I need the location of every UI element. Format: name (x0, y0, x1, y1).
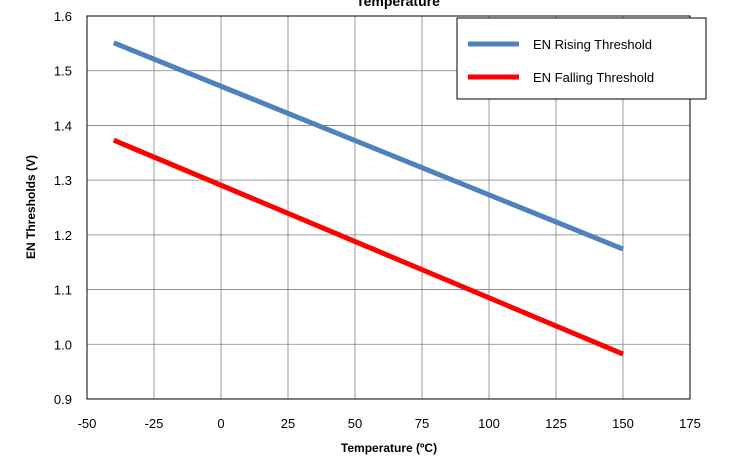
x-tick-label: 175 (679, 416, 701, 431)
legend: EN Rising Threshold EN Falling Threshold (456, 17, 707, 100)
x-tick-label: 25 (281, 416, 295, 431)
y-tick-label: 1.5 (54, 64, 72, 79)
legend-label-falling: EN Falling Threshold (533, 70, 654, 85)
x-tick-label: 125 (545, 416, 567, 431)
y-axis-title: EN Thresholds (V) (24, 155, 38, 259)
y-tick-label: 1.4 (54, 118, 72, 133)
x-tick-label: 150 (612, 416, 634, 431)
y-tick-label: 1.0 (54, 337, 72, 352)
series-layer (112, 40, 624, 357)
series-line-rising (112, 40, 624, 252)
legend-label-rising: EN Rising Threshold (533, 37, 652, 52)
y-tick-label: 0.9 (54, 392, 72, 407)
plot-area (86, 15, 691, 400)
x-tick-label: 75 (415, 416, 429, 431)
tick-labels: -50 -25 0 25 50 75 100 125 150 175 0.9 1.0 1.1 1.2 1.3… (54, 9, 701, 431)
x-tick-label: 100 (478, 416, 500, 431)
x-tick-label: -50 (78, 416, 97, 431)
x-tick-label: 50 (348, 416, 362, 431)
series-line-falling (112, 137, 624, 357)
x-tick-label: 0 (217, 416, 224, 431)
y-tick-label: 1.1 (54, 283, 72, 298)
x-axis-title: Temperature (ºC) (341, 441, 437, 455)
y-tick-label: 1.2 (54, 228, 72, 243)
legend-box (456, 17, 707, 100)
x-tick-label: -25 (145, 416, 164, 431)
y-tick-label: 1.6 (54, 9, 72, 24)
y-tick-label: 1.3 (54, 173, 72, 188)
chart-title: Temperature (356, 0, 440, 9)
